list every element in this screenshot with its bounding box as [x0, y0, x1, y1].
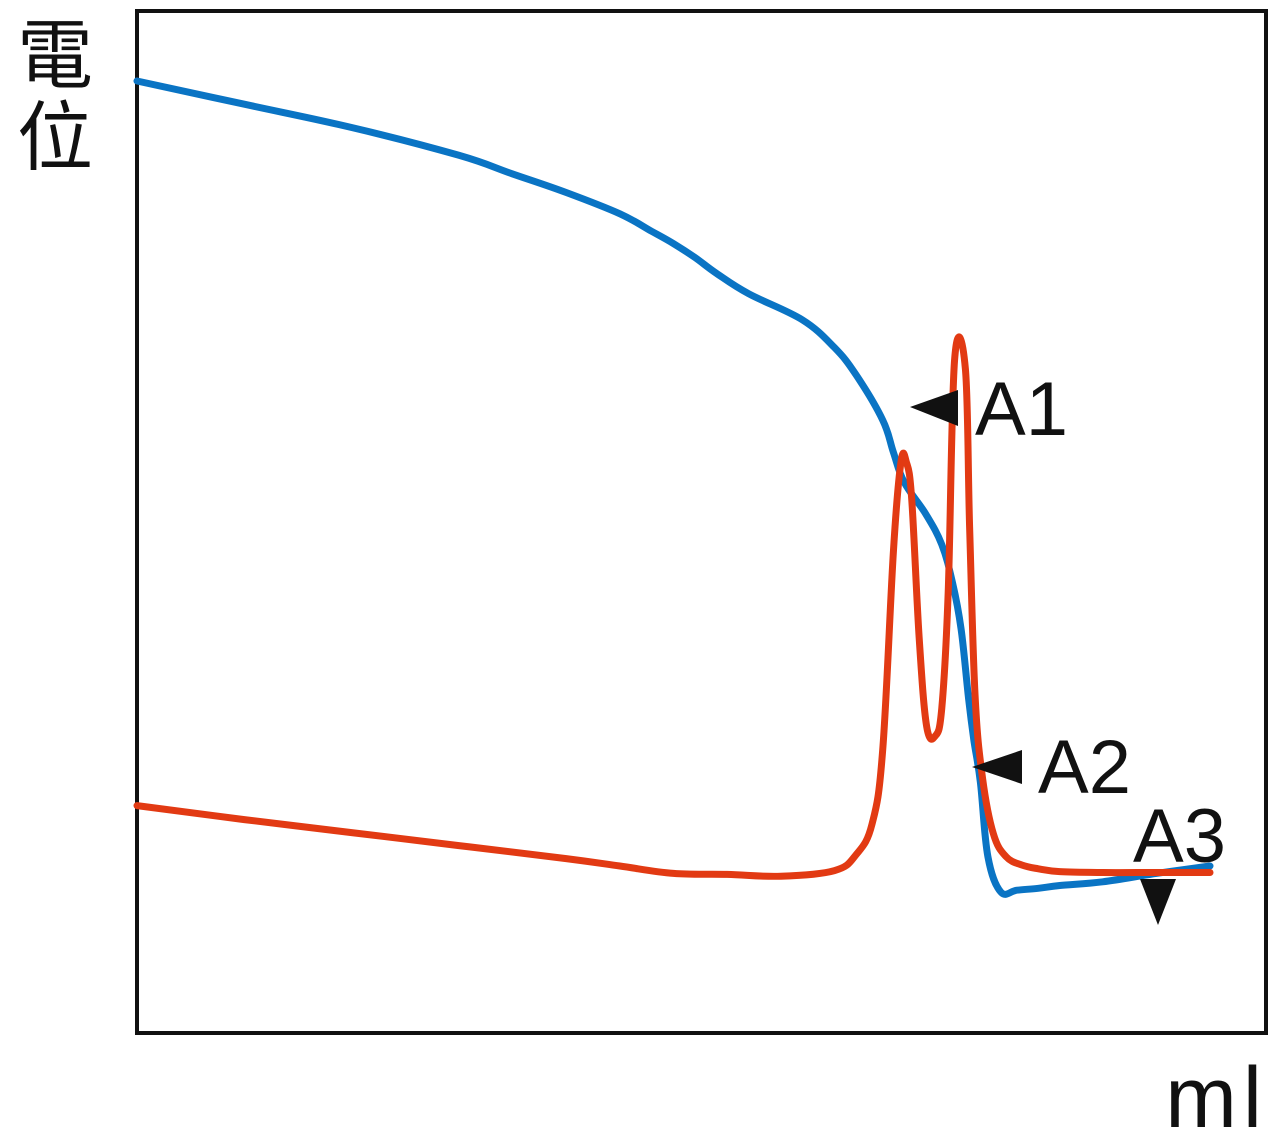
a1-label: A1 [975, 367, 1068, 452]
y-axis-label-char: 位 [17, 93, 93, 182]
a2-label: A2 [1038, 725, 1131, 810]
annotation-layer: A1 A2 A3 [910, 367, 1226, 925]
y-axis-label-char: 電 [17, 11, 93, 100]
a2-arrow-marker [972, 750, 1022, 784]
plot-frame [135, 9, 1268, 1035]
a3-label: A3 [1133, 794, 1226, 879]
a3-arrow-marker [1140, 879, 1176, 925]
series-layer [133, 77, 1214, 898]
a1-arrow-marker [910, 390, 958, 426]
series-line-red [133, 333, 1214, 880]
series-line-blue [133, 77, 1214, 898]
x-axis-label: ml [1165, 1050, 1268, 1146]
